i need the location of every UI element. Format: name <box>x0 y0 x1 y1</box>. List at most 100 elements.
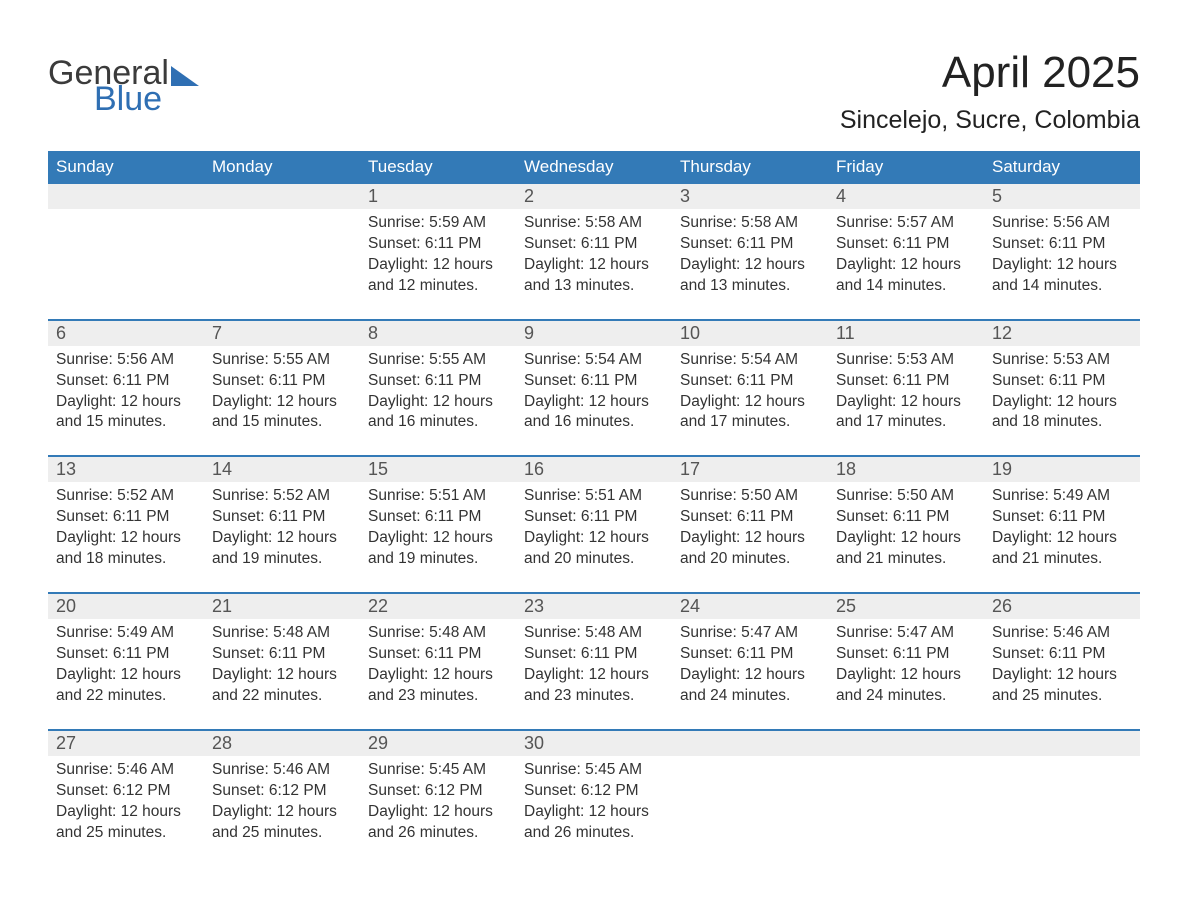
day-number: 4 <box>828 184 984 209</box>
sunrise-text: Sunrise: 5:48 AM <box>524 623 664 644</box>
sunset-text: Sunset: 6:11 PM <box>524 644 664 665</box>
daynum-row: 20212223242526 <box>48 594 1140 619</box>
calendar-cell: Sunrise: 5:53 AMSunset: 6:11 PMDaylight:… <box>828 346 984 456</box>
page-title: April 2025 <box>840 48 1140 98</box>
calendar-cell: Sunrise: 5:47 AMSunset: 6:11 PMDaylight:… <box>672 619 828 729</box>
day-number <box>672 731 828 756</box>
calendar-cell: Sunrise: 5:46 AMSunset: 6:12 PMDaylight:… <box>204 756 360 866</box>
sunset-text: Sunset: 6:11 PM <box>524 371 664 392</box>
calendar-cell: Sunrise: 5:55 AMSunset: 6:11 PMDaylight:… <box>204 346 360 456</box>
sunset-text: Sunset: 6:11 PM <box>524 234 664 255</box>
daylight-text: Daylight: 12 hours and 20 minutes. <box>524 528 664 570</box>
sunrise-text: Sunrise: 5:51 AM <box>524 486 664 507</box>
sunset-text: Sunset: 6:11 PM <box>836 644 976 665</box>
sunset-text: Sunset: 6:11 PM <box>368 371 508 392</box>
weekday-label: Tuesday <box>360 151 516 184</box>
day-number: 10 <box>672 321 828 346</box>
day-number: 12 <box>984 321 1140 346</box>
location: Sincelejo, Sucre, Colombia <box>840 106 1140 135</box>
sunrise-text: Sunrise: 5:47 AM <box>836 623 976 644</box>
calendar-cell: Sunrise: 5:45 AMSunset: 6:12 PMDaylight:… <box>516 756 672 866</box>
calendar-cell: Sunrise: 5:48 AMSunset: 6:11 PMDaylight:… <box>516 619 672 729</box>
sunrise-text: Sunrise: 5:49 AM <box>992 486 1132 507</box>
calendar-week: 12345Sunrise: 5:59 AMSunset: 6:11 PMDayl… <box>48 184 1140 319</box>
day-number: 20 <box>48 594 204 619</box>
day-number: 19 <box>984 457 1140 482</box>
daylight-text: Daylight: 12 hours and 13 minutes. <box>680 255 820 297</box>
day-number: 7 <box>204 321 360 346</box>
calendar-cell: Sunrise: 5:58 AMSunset: 6:11 PMDaylight:… <box>516 209 672 319</box>
daylight-text: Daylight: 12 hours and 20 minutes. <box>680 528 820 570</box>
calendar-cell: Sunrise: 5:48 AMSunset: 6:11 PMDaylight:… <box>360 619 516 729</box>
calendar-cell: Sunrise: 5:49 AMSunset: 6:11 PMDaylight:… <box>48 619 204 729</box>
day-number: 1 <box>360 184 516 209</box>
calendar-cell <box>984 756 1140 866</box>
sunrise-text: Sunrise: 5:54 AM <box>524 350 664 371</box>
sunrise-text: Sunrise: 5:49 AM <box>56 623 196 644</box>
calendar-cell: Sunrise: 5:54 AMSunset: 6:11 PMDaylight:… <box>516 346 672 456</box>
day-number: 27 <box>48 731 204 756</box>
day-number: 11 <box>828 321 984 346</box>
calendar-cell: Sunrise: 5:46 AMSunset: 6:11 PMDaylight:… <box>984 619 1140 729</box>
calendar-cell <box>672 756 828 866</box>
daynum-row: 12345 <box>48 184 1140 209</box>
weekday-header: SundayMondayTuesdayWednesdayThursdayFrid… <box>48 151 1140 184</box>
day-number <box>984 731 1140 756</box>
day-number <box>828 731 984 756</box>
calendar-week: 20212223242526Sunrise: 5:49 AMSunset: 6:… <box>48 592 1140 729</box>
calendar: SundayMondayTuesdayWednesdayThursdayFrid… <box>48 151 1140 865</box>
day-number: 6 <box>48 321 204 346</box>
daylight-text: Daylight: 12 hours and 23 minutes. <box>524 665 664 707</box>
daylight-text: Daylight: 12 hours and 21 minutes. <box>992 528 1132 570</box>
day-number: 5 <box>984 184 1140 209</box>
day-number: 28 <box>204 731 360 756</box>
sunrise-text: Sunrise: 5:52 AM <box>56 486 196 507</box>
calendar-week: 27282930Sunrise: 5:46 AMSunset: 6:12 PMD… <box>48 729 1140 866</box>
daylight-text: Daylight: 12 hours and 12 minutes. <box>368 255 508 297</box>
daylight-text: Daylight: 12 hours and 21 minutes. <box>836 528 976 570</box>
day-number: 13 <box>48 457 204 482</box>
calendar-cell: Sunrise: 5:56 AMSunset: 6:11 PMDaylight:… <box>984 209 1140 319</box>
logo-text-blue: Blue <box>94 82 199 116</box>
calendar-cell: Sunrise: 5:52 AMSunset: 6:11 PMDaylight:… <box>48 482 204 592</box>
sunrise-text: Sunrise: 5:54 AM <box>680 350 820 371</box>
sunset-text: Sunset: 6:11 PM <box>680 507 820 528</box>
sunset-text: Sunset: 6:11 PM <box>212 644 352 665</box>
sunset-text: Sunset: 6:12 PM <box>524 781 664 802</box>
day-number: 15 <box>360 457 516 482</box>
daynum-row: 6789101112 <box>48 321 1140 346</box>
daynum-row: 13141516171819 <box>48 457 1140 482</box>
calendar-cell: Sunrise: 5:57 AMSunset: 6:11 PMDaylight:… <box>828 209 984 319</box>
sunrise-text: Sunrise: 5:58 AM <box>524 213 664 234</box>
calendar-cell: Sunrise: 5:51 AMSunset: 6:11 PMDaylight:… <box>516 482 672 592</box>
sunrise-text: Sunrise: 5:52 AM <box>212 486 352 507</box>
day-number: 3 <box>672 184 828 209</box>
daylight-text: Daylight: 12 hours and 19 minutes. <box>212 528 352 570</box>
calendar-cell: Sunrise: 5:52 AMSunset: 6:11 PMDaylight:… <box>204 482 360 592</box>
sunrise-text: Sunrise: 5:46 AM <box>212 760 352 781</box>
sunset-text: Sunset: 6:11 PM <box>992 371 1132 392</box>
daylight-text: Daylight: 12 hours and 15 minutes. <box>56 392 196 434</box>
daylight-text: Daylight: 12 hours and 24 minutes. <box>836 665 976 707</box>
sunset-text: Sunset: 6:11 PM <box>368 234 508 255</box>
calendar-cell: Sunrise: 5:48 AMSunset: 6:11 PMDaylight:… <box>204 619 360 729</box>
sunrise-text: Sunrise: 5:56 AM <box>56 350 196 371</box>
day-number: 30 <box>516 731 672 756</box>
day-number: 17 <box>672 457 828 482</box>
calendar-cell: Sunrise: 5:54 AMSunset: 6:11 PMDaylight:… <box>672 346 828 456</box>
calendar-cell <box>828 756 984 866</box>
day-number: 24 <box>672 594 828 619</box>
sunrise-text: Sunrise: 5:56 AM <box>992 213 1132 234</box>
daylight-text: Daylight: 12 hours and 25 minutes. <box>56 802 196 844</box>
sunset-text: Sunset: 6:11 PM <box>680 644 820 665</box>
day-number: 8 <box>360 321 516 346</box>
sunset-text: Sunset: 6:11 PM <box>524 507 664 528</box>
weekday-label: Friday <box>828 151 984 184</box>
day-number: 16 <box>516 457 672 482</box>
daylight-text: Daylight: 12 hours and 25 minutes. <box>212 802 352 844</box>
day-number: 26 <box>984 594 1140 619</box>
daylight-text: Daylight: 12 hours and 15 minutes. <box>212 392 352 434</box>
daylight-text: Daylight: 12 hours and 16 minutes. <box>368 392 508 434</box>
calendar-cell: Sunrise: 5:53 AMSunset: 6:11 PMDaylight:… <box>984 346 1140 456</box>
sunrise-text: Sunrise: 5:53 AM <box>836 350 976 371</box>
